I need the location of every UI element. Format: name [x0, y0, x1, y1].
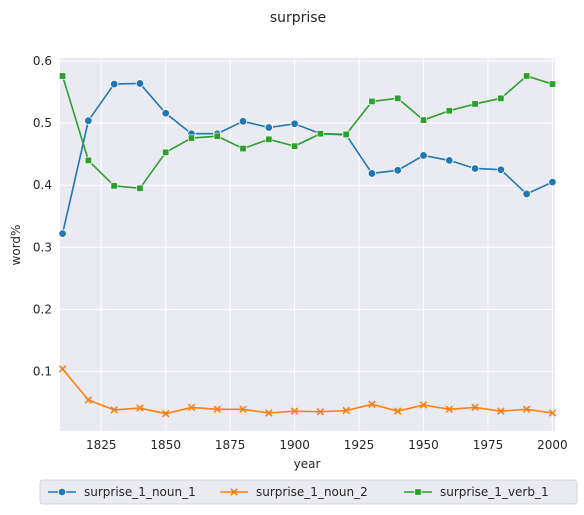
data-point	[213, 132, 221, 140]
data-point	[316, 407, 325, 416]
data-point	[291, 142, 299, 150]
data-point	[497, 94, 505, 102]
data-point	[58, 229, 67, 238]
series-line	[61, 368, 553, 415]
data-point	[58, 365, 67, 373]
legend: surprise_1_noun_1 surprise_1_noun_2 surpri…	[39, 479, 578, 505]
x-axis-ticks: 1825 1850 1875 1900 1925 1950 1975 2000	[86, 438, 568, 452]
data-point	[162, 148, 170, 156]
data-point	[548, 409, 557, 417]
y-axis-ticks: 0.1 0.2 0.3 0.4 0.5 0.6	[33, 54, 52, 378]
data-point	[368, 400, 376, 409]
data-point	[187, 403, 196, 412]
x-tick-label: 1975	[473, 438, 504, 452]
data-point	[342, 406, 350, 415]
data-point	[342, 130, 350, 138]
x-tick-label: 1900	[279, 438, 310, 452]
data-point	[420, 116, 428, 124]
data-point	[290, 407, 299, 415]
data-point	[522, 405, 531, 414]
data-point	[316, 130, 324, 138]
legend-label: surprise_1_noun_2	[256, 485, 368, 499]
data-point	[471, 403, 479, 412]
series-surprise_1_verb_1	[59, 72, 556, 192]
data-point	[445, 156, 454, 165]
data-point	[213, 405, 222, 414]
data-point	[136, 404, 144, 412]
y-axis-label: word%	[9, 225, 23, 266]
data-point	[238, 117, 248, 126]
y-tick-label: 0.4	[33, 178, 52, 192]
data-point	[548, 80, 556, 88]
y-tick-label: 0.1	[33, 364, 52, 378]
legend-label: surprise_1_verb_1	[440, 485, 549, 499]
legend-frame	[39, 479, 578, 505]
legend-marker	[414, 488, 422, 496]
y-tick-label: 0.6	[33, 54, 52, 68]
data-point	[419, 401, 428, 409]
data-point	[367, 169, 377, 178]
data-point	[290, 119, 299, 128]
plot-area	[60, 58, 555, 431]
data-point	[110, 182, 118, 190]
data-point	[445, 107, 453, 115]
x-tick-label: 1850	[150, 438, 181, 452]
x-tick-label: 1925	[344, 438, 375, 452]
x-tick-label: 1875	[215, 438, 246, 452]
series-surprise_1_noun_1	[58, 79, 557, 238]
x-tick-label: 2000	[537, 438, 568, 452]
data-point	[548, 177, 557, 187]
data-point	[393, 407, 402, 415]
data-point	[394, 94, 402, 102]
data-point	[522, 189, 531, 199]
series-group	[58, 72, 557, 418]
series-line	[61, 82, 553, 234]
y-tick-label: 0.3	[33, 240, 52, 254]
y-tick-label: 0.2	[33, 302, 52, 316]
data-point	[523, 72, 531, 80]
data-point	[110, 406, 118, 414]
legend-marker	[57, 487, 67, 497]
data-point	[239, 405, 247, 414]
chart-title: surprise	[270, 10, 326, 26]
data-point	[470, 164, 480, 173]
data-point	[497, 407, 505, 415]
data-point	[136, 184, 144, 192]
x-tick-label: 1825	[86, 438, 117, 452]
data-point	[239, 145, 247, 153]
data-point	[84, 396, 93, 404]
data-point	[445, 405, 454, 414]
data-point	[265, 409, 273, 417]
data-point	[109, 79, 119, 89]
data-point	[393, 166, 402, 175]
data-point	[419, 151, 428, 160]
series-line	[61, 75, 553, 190]
data-point	[84, 116, 93, 125]
series-surprise_1_noun_2	[58, 365, 557, 418]
data-point	[135, 79, 145, 88]
data-point	[264, 123, 274, 132]
x-axis-label: year	[294, 457, 321, 471]
data-point	[161, 109, 170, 118]
data-point	[161, 409, 170, 418]
legend-marker	[230, 488, 238, 496]
data-point	[471, 100, 479, 108]
data-point	[187, 134, 195, 142]
data-point	[84, 156, 92, 164]
data-point	[265, 135, 273, 143]
x-tick-label: 1950	[408, 438, 439, 452]
data-point	[368, 97, 376, 105]
data-point	[496, 165, 506, 174]
legend-label: surprise_1_noun_1	[84, 485, 196, 499]
data-point	[59, 72, 67, 80]
y-tick-label: 0.5	[33, 116, 52, 130]
